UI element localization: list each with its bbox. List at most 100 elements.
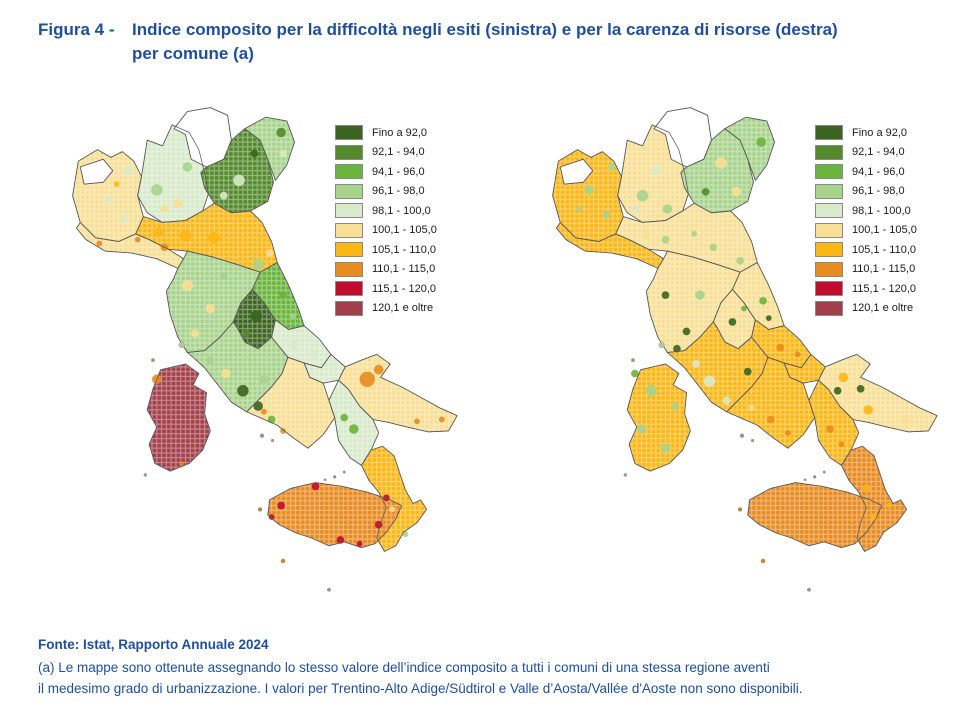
- comune-cluster-spot: [279, 149, 287, 158]
- comune-cluster-spot: [373, 364, 384, 375]
- comune-cluster-spot: [205, 303, 216, 314]
- minor-island: [178, 341, 185, 348]
- region-sicilia-border: [267, 482, 403, 549]
- comune-cluster-spot: [631, 205, 639, 213]
- comune-cluster-spot: [179, 230, 192, 242]
- figure-title-line-1: Indice composito per la difficoltà negli…: [132, 20, 838, 39]
- region-basilicata-comuni-texture: [328, 380, 379, 466]
- legend-swatch: [335, 222, 363, 238]
- legend-swatch: [335, 164, 363, 179]
- source-line: Fonte: Istat, Rapporto Annuale 2024: [38, 637, 269, 652]
- comune-cluster-spot: [173, 198, 183, 209]
- legend-row: 100,1 - 105,0: [335, 222, 437, 238]
- comune-cluster-spot: [359, 371, 375, 387]
- legend-row: 115,1 - 120,0: [335, 281, 437, 296]
- region-campania-comuni-texture: [726, 357, 815, 449]
- comune-cluster-spot: [219, 272, 228, 280]
- legend-swatch: [815, 203, 843, 218]
- comune-cluster-spot: [120, 214, 129, 223]
- minor-island: [327, 587, 331, 592]
- region-marche-comuni-texture: [732, 262, 785, 330]
- legend-swatch: [335, 300, 363, 316]
- comune-cluster-spot: [731, 187, 742, 197]
- comune-cluster-spot: [662, 204, 673, 214]
- region-molise-comuni-texture: [784, 354, 826, 384]
- comune-cluster-spot: [261, 408, 267, 415]
- figure-title: Indice composito per la difficoltà negli…: [132, 18, 944, 66]
- legend-class-label: 100,1 - 105,0: [372, 224, 437, 236]
- comune-cluster-spot: [220, 368, 231, 379]
- region-sicilia-comuni-texture: [267, 482, 402, 548]
- legend-class-label: 92,1 - 94,0: [372, 146, 425, 158]
- comune-cluster-spot: [96, 240, 103, 247]
- legend-class-label: 98,1 - 100,0: [372, 204, 431, 217]
- comune-cluster-spot: [206, 356, 215, 364]
- legend-right: Fino a 92,0 92,1 - 94,0 94,1 - 96,0 96,1 - …: [815, 125, 917, 316]
- comune-cluster-spot: [715, 157, 727, 169]
- comune-cluster-spot: [438, 416, 445, 423]
- minor-island: [623, 473, 627, 477]
- legend-swatch: [815, 300, 843, 316]
- footnote-line-1: (a) Le mappe sono ottenute assegnando lo…: [38, 660, 770, 675]
- comune-cluster-spot: [695, 290, 705, 300]
- italy-choropleth-esiti: [72, 107, 458, 592]
- region-friuli-venezia-giulia-border: [724, 116, 775, 181]
- legend-swatch: [815, 144, 843, 160]
- comune-cluster-spot: [340, 413, 349, 422]
- comune-cluster-spot: [660, 443, 671, 453]
- minor-island: [258, 507, 263, 512]
- comune-cluster-spot: [856, 385, 865, 393]
- region-campania-border: [726, 356, 816, 449]
- minor-island: [270, 438, 275, 443]
- region-toscana-comuni-texture: [166, 251, 261, 353]
- legend-row: 94,1 - 96,0: [335, 164, 437, 179]
- legend-class-label: 115,1 - 120,0: [852, 282, 917, 295]
- region-valle-daosta-border: [559, 158, 594, 185]
- comune-cluster-spot: [123, 165, 133, 176]
- comune-cluster-spot: [259, 374, 269, 385]
- region-lombardia-border: [617, 124, 689, 223]
- comune-cluster-spot: [584, 185, 594, 195]
- legend-swatch: [335, 261, 363, 277]
- legend-row: 100,1 - 105,0: [815, 222, 917, 238]
- comune-cluster-spot: [645, 385, 657, 397]
- comune-cluster-spot: [826, 425, 834, 433]
- legend-class-label: 105,1 - 110,0: [852, 243, 917, 256]
- region-campania-border: [246, 356, 336, 449]
- comune-cluster-spot: [374, 520, 383, 529]
- legend-class-label: 120,1 e oltre: [852, 302, 914, 314]
- comune-cluster-spot: [608, 163, 616, 171]
- comune-cluster-spot: [641, 229, 652, 239]
- legend-class-label: 110,1 - 115,0: [852, 263, 916, 275]
- comune-cluster-spot: [661, 291, 670, 299]
- legend-class-label: 105,1 - 110,0: [372, 243, 437, 256]
- comune-cluster-spot: [265, 249, 274, 257]
- comune-cluster-spot: [311, 482, 320, 491]
- comune-cluster-spot: [709, 243, 718, 252]
- legend-class-label: 94,1 - 96,0: [372, 165, 425, 178]
- comune-cluster-spot: [631, 369, 639, 378]
- legend-swatch: [815, 125, 843, 140]
- comune-cluster-spot: [105, 195, 113, 204]
- comune-cluster-spot: [134, 236, 141, 243]
- comune-cluster-spot: [743, 367, 752, 376]
- comune-cluster-spot: [182, 162, 193, 172]
- comune-cluster-spot: [756, 137, 766, 147]
- minor-island: [280, 558, 286, 564]
- comune-cluster-spot: [765, 315, 772, 321]
- region-lazio-comuni-texture: [667, 321, 768, 412]
- legend-row: Fino a 92,0: [335, 125, 437, 140]
- minor-island: [750, 438, 755, 443]
- legend-swatch: [335, 203, 363, 218]
- comune-cluster-spot: [389, 506, 395, 513]
- legend-class-label: 96,1 - 98,0: [852, 185, 905, 197]
- region-marche-comuni-texture: [252, 262, 305, 330]
- region-emilia-romagna-border: [615, 202, 758, 273]
- legend-swatch: [815, 242, 843, 257]
- comune-cluster-spot: [838, 441, 845, 448]
- comune-cluster-spot: [179, 461, 185, 466]
- region-veneto-comuni-texture: [200, 128, 274, 213]
- minor-island: [738, 507, 743, 512]
- region-sicilia-border: [747, 482, 883, 549]
- map-panel-left: Fino a 92,0 92,1 - 94,0 94,1 - 96,0 96,1 - …: [42, 100, 482, 612]
